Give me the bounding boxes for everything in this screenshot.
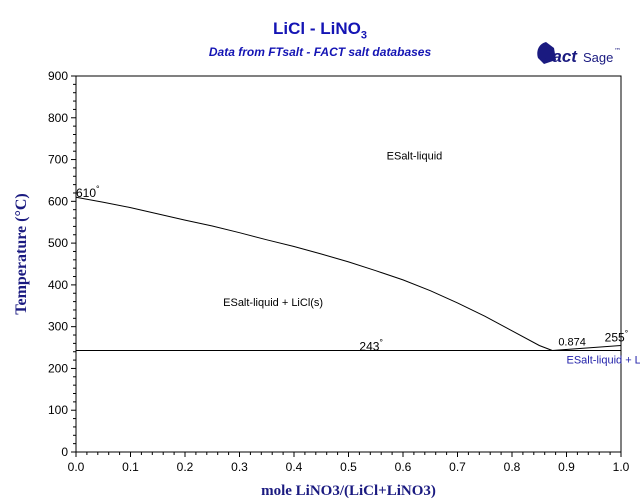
- chart-subtitle: Data from FTsalt - FACT salt databases: [208, 45, 432, 59]
- chart-title: LiCl - LiNO3: [0, 19, 640, 41]
- annotation-text: ESalt-liquid + LiNO: [567, 354, 640, 366]
- x-tick-label: 0.5: [340, 460, 357, 474]
- x-tick-label: 1.0: [613, 460, 630, 474]
- y-tick-label: 300: [48, 320, 68, 334]
- annotation-text: 0.874: [558, 336, 586, 348]
- x-tick-label: 0.1: [122, 460, 139, 474]
- x-tick-label: 0.9: [558, 460, 575, 474]
- x-tick-label: 0.3: [231, 460, 248, 474]
- x-tick-label: 0.4: [286, 460, 303, 474]
- logo-text-bold: Fact: [542, 47, 578, 66]
- x-tick-label: 0.8: [504, 460, 521, 474]
- y-tick-label: 900: [48, 69, 68, 83]
- degree-mark: °: [625, 328, 629, 338]
- x-tick-label: 0.6: [395, 460, 412, 474]
- y-tick-label: 600: [48, 194, 68, 208]
- y-tick-label: 0: [61, 445, 68, 459]
- y-tick-label: 700: [48, 153, 68, 167]
- region-annotation: ESalt-liquid + LiNO3(s): [567, 354, 640, 368]
- logo-text-light: Sage: [583, 50, 613, 65]
- annotation-text: 243: [359, 339, 379, 353]
- factsage-logo-icon: Fact Sage ™: [537, 42, 621, 66]
- x-tick-label: 0.0: [68, 460, 85, 474]
- region-annotation: 610°: [76, 184, 100, 200]
- region-annotation: ESalt-liquid: [387, 151, 443, 163]
- annotation-text: ESalt-liquid + LiCl(s): [223, 297, 323, 309]
- logo-tm: ™: [614, 47, 621, 55]
- annotation-text: 255: [605, 330, 625, 344]
- annotation-text: 610: [76, 186, 96, 200]
- region-annotation: 255°: [605, 328, 629, 344]
- phase-boundary-line-2: [552, 345, 622, 351]
- y-tick-label: 100: [48, 403, 68, 417]
- y-axis-label: Temperature (°C): [13, 193, 30, 314]
- logo-emblem: [537, 42, 556, 64]
- chart-title-subscript: 3: [360, 29, 367, 42]
- region-annotation: 243°: [359, 337, 383, 353]
- y-tick-label: 800: [48, 111, 68, 125]
- degree-mark: °: [379, 337, 383, 347]
- plot-frame: [75, 75, 622, 453]
- y-tick-label: 400: [48, 278, 68, 292]
- y-tick-label: 500: [48, 236, 68, 250]
- chart-title-text: LiCl - LiNO: [273, 19, 361, 38]
- degree-mark: °: [96, 184, 100, 194]
- region-annotation: 0.874: [558, 336, 586, 348]
- x-tick-label: 0.7: [449, 460, 466, 474]
- y-tick-label: 200: [48, 361, 68, 375]
- annotation-text: ESalt-liquid: [387, 151, 443, 163]
- phase-boundary-line-1: [75, 196, 553, 351]
- region-annotation: ESalt-liquid + LiCl(s): [223, 297, 323, 309]
- x-tick-label: 0.2: [177, 460, 194, 474]
- x-axis-label: mole LiNO3/(LiCl+LiNO3): [261, 483, 436, 499]
